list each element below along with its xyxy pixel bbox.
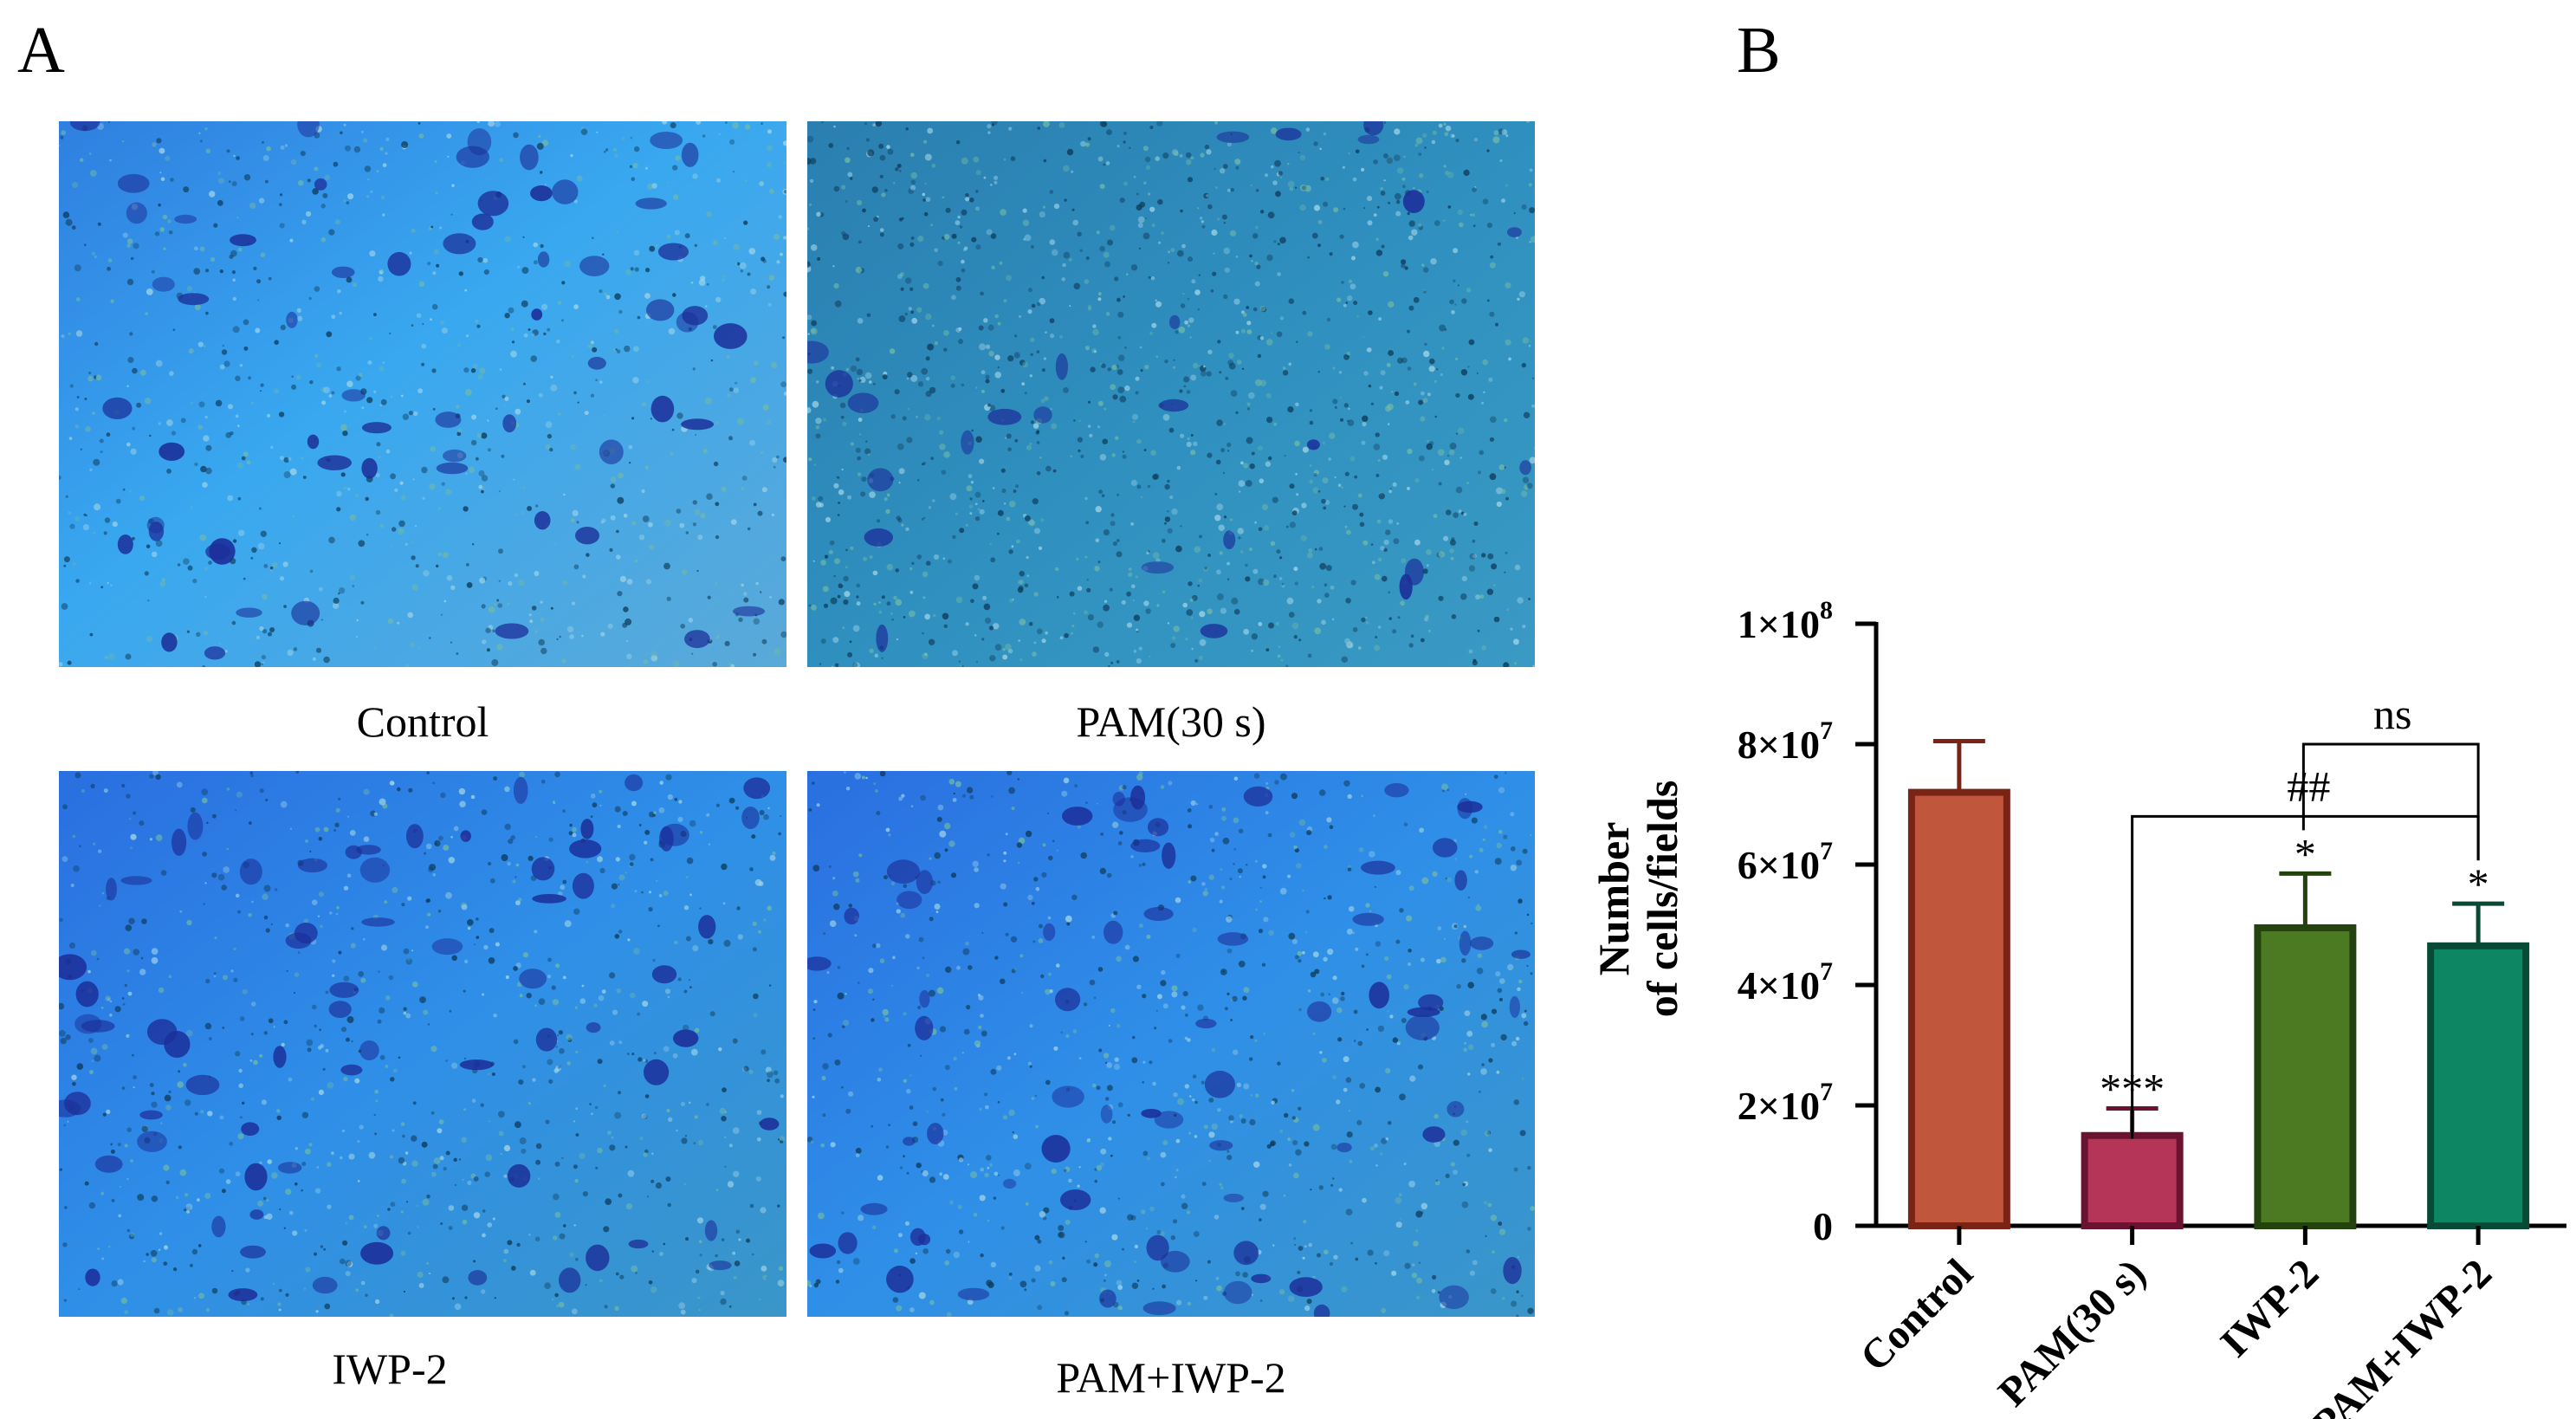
panel-b-label: B: [1737, 14, 1781, 87]
caption-pam: PAM(30 s): [1076, 697, 1266, 746]
caption-control: Control: [356, 697, 489, 746]
y-tick-label: 1×108: [1738, 596, 1833, 646]
x-tick-label: PAM(30 s): [1990, 1250, 2154, 1415]
caption-pam-iwp2: PAM+IWP-2: [1056, 1353, 1286, 1402]
bar-2: [2081, 1131, 2184, 1229]
bar-3: [2254, 923, 2357, 1229]
micrograph-pam: [807, 121, 1535, 667]
x-tick-label: IWP-2: [2212, 1250, 2328, 1366]
micrograph-iwp2: [59, 771, 786, 1317]
y-tick-label: 4×107: [1738, 957, 1833, 1008]
y-tick-label: 0: [1813, 1204, 1833, 1248]
micrograph-pam-iwp2: [807, 771, 1535, 1317]
significance-marker: *: [2294, 829, 2316, 878]
bar-1: [1907, 788, 2010, 1229]
significance-marker: *: [2468, 859, 2489, 908]
comparison-label: ns: [2373, 690, 2411, 738]
panel-a-label: A: [17, 14, 65, 87]
comparison-label: ##: [2287, 761, 2330, 810]
y-tick-label: 6×107: [1738, 837, 1833, 887]
x-tick-label: PAM+IWP-2: [2303, 1250, 2501, 1419]
bar-chart: 0 2×107 4×107 6×107 8×107 1×108 Numberof cells…: [1559, 286, 2576, 1419]
bar-4: [2427, 942, 2530, 1229]
comparison-bracket: [2301, 742, 2480, 861]
y-axis-label: Numberof cells/fields: [1589, 781, 1686, 1018]
micrograph-control: [59, 121, 786, 667]
y-tick-label: 2×107: [1738, 1078, 1833, 1128]
y-tick-label: 8×107: [1738, 716, 1833, 767]
x-tick-label: Control: [1852, 1250, 1982, 1380]
caption-iwp2: IWP-2: [332, 1344, 448, 1393]
